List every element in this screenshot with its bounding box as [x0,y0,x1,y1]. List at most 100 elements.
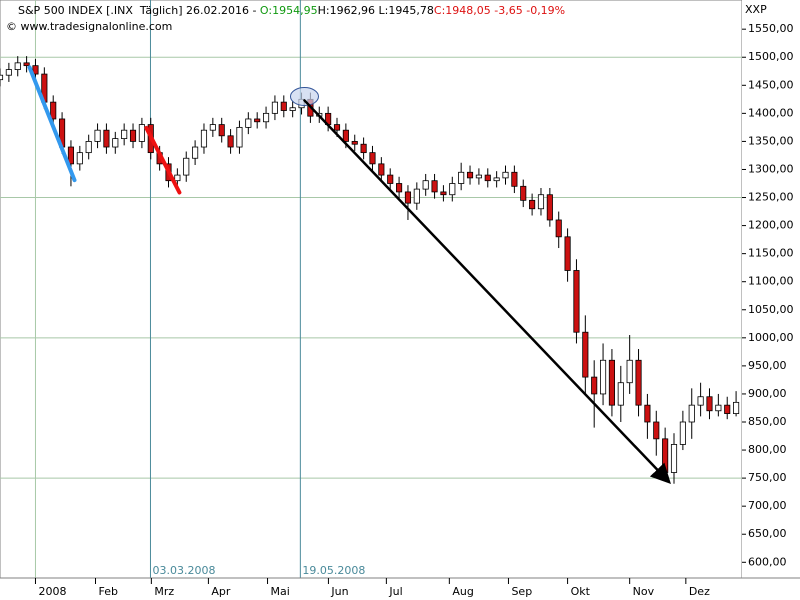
date-marker-label: 19.05.2008 [302,564,365,577]
candle-body [537,194,545,210]
candle-body [112,138,119,148]
candle-body [591,376,598,395]
candle-body [449,183,456,196]
candle-body [733,401,740,414]
candle-body [121,129,128,140]
candle-body [23,62,30,67]
y-tick-label: 1300,00 [748,162,794,175]
candle-body [582,331,589,378]
axis-label: XXP [745,3,767,16]
candle-body [520,185,527,201]
header-part: O:1954,95 [259,4,318,17]
x-tick-label: Nov [633,585,655,598]
x-tick-label: Jun [330,585,348,598]
candle-body [724,404,731,414]
header-part: C:1948,05 -3,65 -0,19% [433,4,566,17]
candle-body [103,129,110,148]
candle-body [466,171,474,179]
candle-body [289,107,296,111]
trend-line [27,65,77,183]
candle-body [0,74,4,81]
candle-body [174,174,181,182]
y-tick-label: 1250,00 [748,191,794,204]
candle-body [342,129,349,142]
candle-body [5,69,12,76]
candle-body [475,174,482,179]
x-tick-label: Dez [689,585,710,598]
candle-body [138,124,145,142]
candle-body [271,101,278,114]
y-tick-label: 650,00 [748,527,787,540]
y-tick-label: 1150,00 [748,247,794,260]
y-tick-label: 1550,00 [748,22,794,35]
candle-body [94,129,101,142]
candle-body [555,219,562,238]
date-marker-label: 03.03.2008 [152,564,215,577]
candle-body [413,188,420,204]
header-part: H:1962,96 L:1945,78 [317,4,434,17]
candle-body [484,174,491,182]
candle-body [715,404,722,412]
y-tick-label: 1100,00 [748,275,794,288]
candle-body [360,143,367,154]
y-tick-label: 1200,00 [748,219,794,232]
y-tick-label: 1400,00 [748,106,794,119]
candle-body [422,180,429,190]
header-part: S&P 500 INDEX [.INX Täglich] 26.02.2016 … [18,4,260,17]
candle-body [369,152,376,165]
candle-body [192,146,199,159]
candle-body [697,396,704,406]
candle-body [32,65,39,75]
y-tick-label: 900,00 [748,387,787,400]
candle-body [662,438,669,473]
candle-body [378,163,385,176]
candle-body [653,421,660,440]
x-tick-label: Mrz [154,585,174,598]
candle-body [236,126,243,148]
highlight-ellipse [289,87,319,107]
y-tick-label: 950,00 [748,359,787,372]
candle-body [404,191,412,204]
source: © www.tradesignalonline.com [6,20,173,33]
candle-body [183,157,190,176]
candle-body [564,236,571,271]
candle-body [502,171,509,179]
candle-body [351,141,358,145]
candle-body [511,171,518,187]
candle-body [218,124,225,137]
x-tick-label: Feb [98,585,117,598]
y-tick-label: 1000,00 [748,331,794,344]
candle-body [458,171,465,184]
y-tick-label: 600,00 [748,555,787,568]
candle-body [635,359,642,406]
plot-area [0,0,743,579]
x-tick-label: Jul [388,585,402,598]
candle-body [546,194,553,221]
candle-body [76,152,83,165]
candle-body [245,118,252,128]
candle-body [440,191,447,196]
candle-body [706,396,713,412]
x-tick-label: Aug [452,585,473,598]
candle-body [254,118,261,123]
x-tick-label: Sep [511,585,532,598]
y-tick-label: 850,00 [748,415,787,428]
x-tick-label: Apr [211,585,231,598]
trend-line [144,125,182,195]
candle-body [262,112,270,123]
candle-body [626,359,633,384]
y-tick-label: 1350,00 [748,134,794,147]
candle-body [14,62,21,70]
candle-body [617,382,624,406]
candle-body [67,146,75,165]
candle-body [573,270,580,333]
candle-body [85,141,92,154]
header: S&P 500 INDEX [.INX Täglich] 26.02.2016 … [18,4,565,17]
x-tick-label: Mai [271,585,290,598]
candle-body [599,359,607,395]
candle-body [227,135,234,148]
candle-body [333,124,341,131]
y-tick-label: 1050,00 [748,303,794,316]
